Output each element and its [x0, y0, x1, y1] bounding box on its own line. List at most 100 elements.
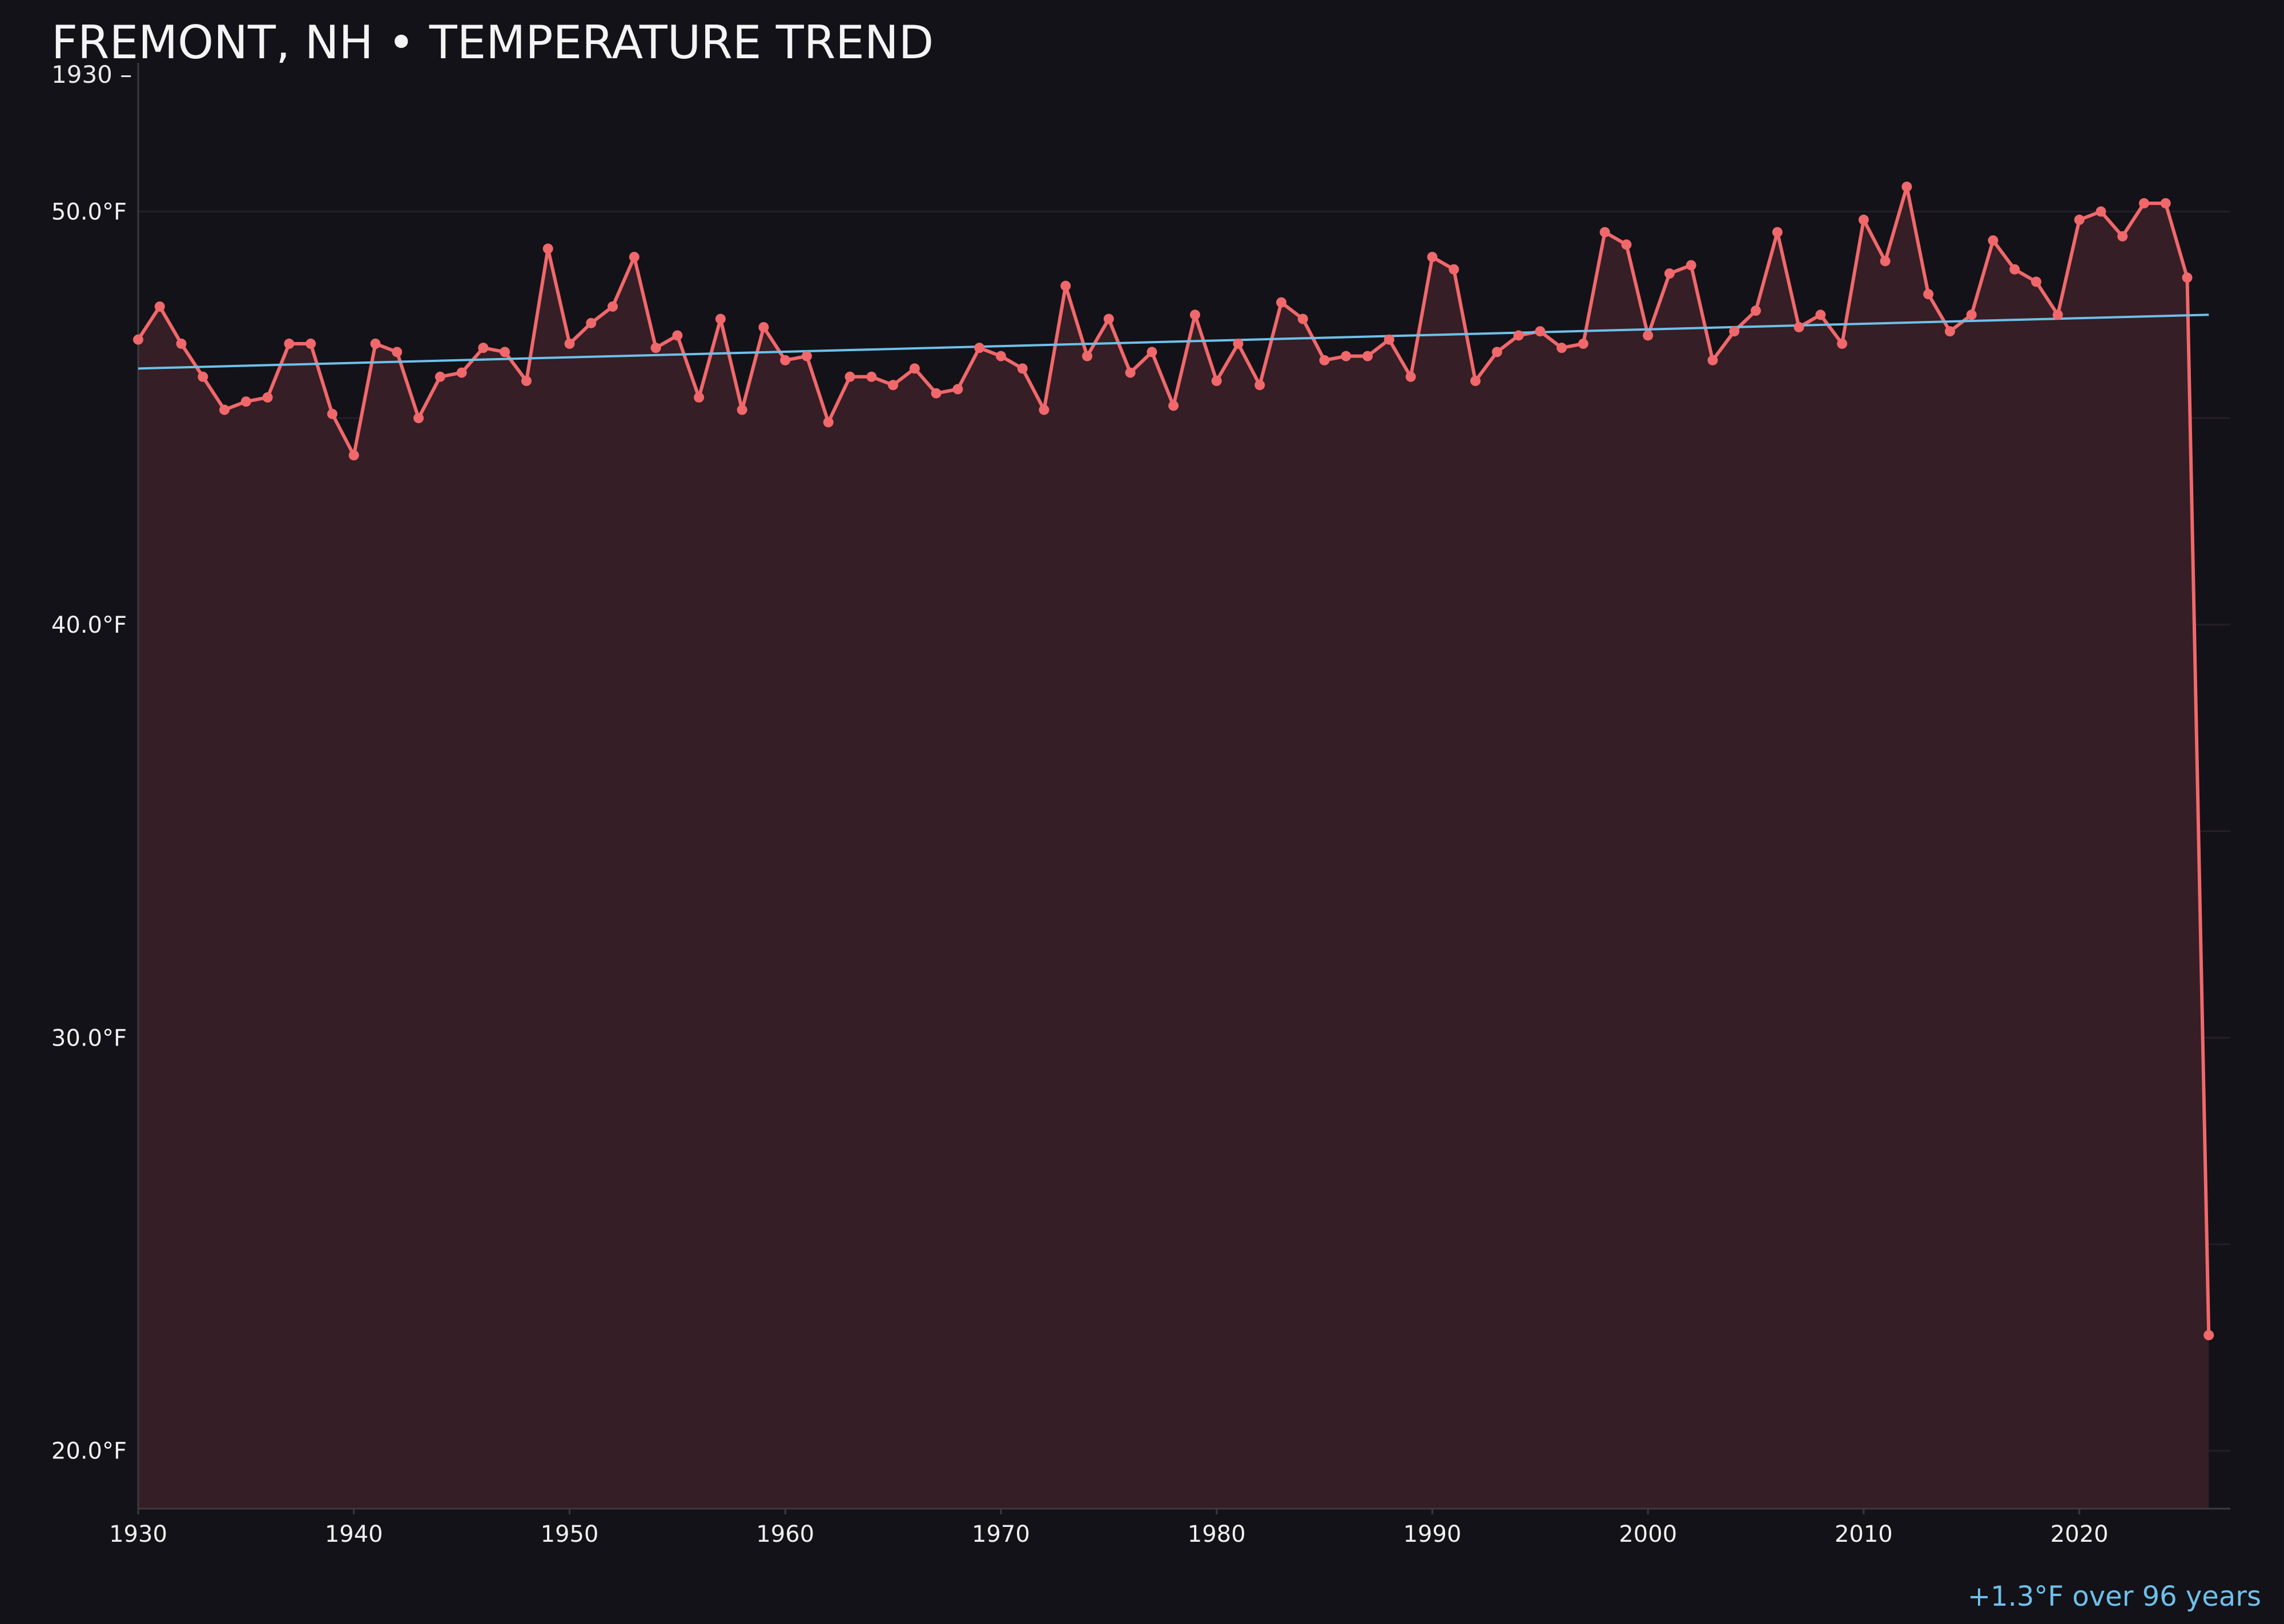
- data-point: [327, 408, 337, 419]
- data-point: [801, 351, 812, 361]
- data-point: [1168, 400, 1179, 411]
- data-point: [564, 338, 575, 349]
- data-point: [650, 343, 661, 353]
- y-tick-label: 30.0°F: [51, 1025, 127, 1051]
- data-point: [370, 338, 381, 349]
- data-point: [608, 301, 618, 312]
- chart-title: FREMONT, NH • TEMPERATURE TREND: [51, 16, 934, 69]
- data-point: [240, 396, 251, 407]
- data-point: [1039, 404, 1049, 415]
- data-point: [1643, 330, 1654, 341]
- data-point: [1384, 334, 1394, 345]
- data-point: [1147, 347, 1157, 357]
- data-point: [995, 351, 1006, 361]
- data-point: [2009, 264, 2020, 275]
- data-point: [1578, 338, 1589, 349]
- data-point: [1750, 305, 1761, 316]
- data-point: [1297, 313, 1308, 324]
- data-point: [478, 343, 489, 353]
- data-point: [974, 343, 985, 353]
- data-point: [1837, 338, 1848, 349]
- data-point: [2203, 1330, 2214, 1341]
- data-point: [952, 384, 963, 395]
- data-point: [2117, 231, 2128, 242]
- y-tick-label: 50.0°F: [51, 199, 127, 225]
- x-tick-label: 2020: [2050, 1521, 2109, 1547]
- data-point: [1686, 260, 1696, 271]
- data-point: [2096, 206, 2106, 217]
- data-point: [348, 450, 359, 461]
- data-point: [198, 371, 208, 382]
- data-point: [715, 313, 726, 324]
- data-point: [1254, 380, 1265, 391]
- data-point: [758, 321, 769, 332]
- data-point: [392, 347, 403, 357]
- data-point: [1276, 297, 1286, 308]
- data-point: [1189, 309, 1200, 320]
- data-point: [2138, 198, 2149, 208]
- data-point: [737, 404, 747, 415]
- data-point: [1211, 376, 1222, 387]
- data-point: [672, 330, 683, 341]
- x-tick-label: 1980: [1188, 1521, 1246, 1547]
- data-point: [1103, 313, 1114, 324]
- data-point: [845, 371, 855, 382]
- data-point: [1923, 289, 1934, 300]
- data-point: [1535, 326, 1546, 337]
- x-tick-label: 1940: [325, 1521, 383, 1547]
- data-point: [2160, 198, 2171, 208]
- data-point: [694, 392, 705, 403]
- data-point: [2182, 272, 2193, 283]
- data-point: [1491, 347, 1502, 357]
- area-fill: [138, 187, 2209, 1509]
- data-point: [1125, 367, 1136, 378]
- y-tick-label: 20.0°F: [51, 1438, 127, 1465]
- data-point: [1966, 309, 1977, 320]
- x-tick-label: 1960: [756, 1521, 814, 1547]
- data-point: [1319, 355, 1330, 365]
- data-point: [1944, 326, 1955, 337]
- data-point: [888, 380, 899, 391]
- data-point: [780, 355, 791, 365]
- data-point: [262, 392, 273, 403]
- data-point: [1427, 252, 1438, 263]
- data-point: [521, 376, 532, 387]
- data-point: [2052, 309, 2063, 320]
- data-point: [133, 334, 143, 345]
- data-point: [219, 404, 230, 415]
- x-tick-label: 1950: [541, 1521, 599, 1547]
- trend-line: [138, 313, 2209, 370]
- data-point: [1017, 363, 1028, 374]
- y-tick-label: 40.0°F: [51, 612, 127, 638]
- data-point: [435, 371, 445, 382]
- data-point: [1082, 351, 1093, 361]
- data-point: [931, 388, 942, 399]
- data-point: [909, 363, 920, 374]
- x-tick-label: 1930: [109, 1521, 167, 1547]
- data-point: [176, 338, 187, 349]
- data-point: [1599, 227, 1610, 238]
- data-point: [1772, 227, 1783, 238]
- data-point: [1557, 343, 1567, 353]
- data-point: [1880, 256, 1891, 267]
- data-point: [1513, 330, 1524, 341]
- data-point: [2074, 214, 2085, 225]
- data-point: [413, 413, 424, 424]
- data-point: [823, 417, 834, 428]
- data-point: [1858, 214, 1869, 225]
- data-point: [1901, 182, 1912, 192]
- data-point: [305, 338, 316, 349]
- x-tick-label: 2010: [1835, 1521, 1893, 1547]
- trend-annotation: +1.3°F over 96 years: [1967, 1581, 2261, 1613]
- data-point: [1470, 376, 1481, 387]
- data-point: [1341, 351, 1352, 361]
- data-point: [456, 367, 467, 378]
- data-point: [1405, 371, 1416, 382]
- data-point: [542, 243, 553, 254]
- data-point: [500, 347, 510, 357]
- data-point: [1362, 351, 1373, 361]
- data-point: [1060, 280, 1071, 291]
- data-point: [1664, 268, 1675, 279]
